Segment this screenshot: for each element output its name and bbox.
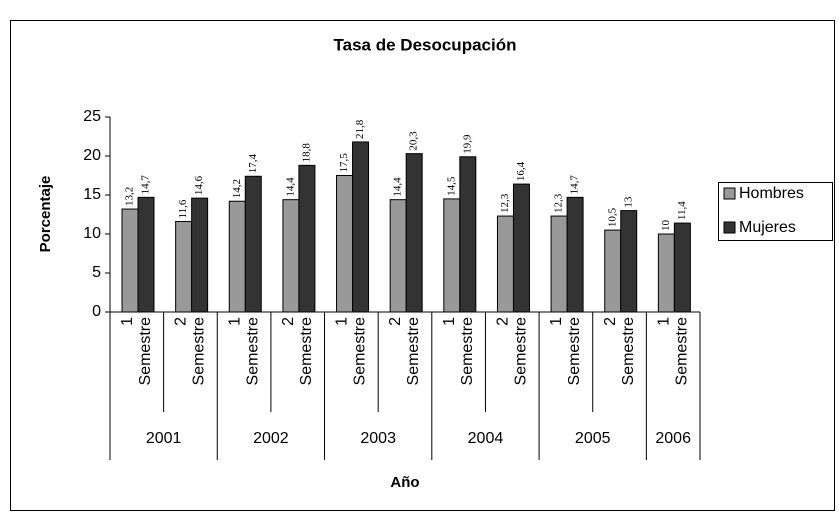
x-group-label: 2002	[253, 430, 289, 447]
value-label: 14,5	[445, 176, 457, 196]
x-tick-label: Semestre	[244, 317, 261, 386]
value-label: 11,6	[177, 199, 189, 218]
value-label: 16,4	[515, 161, 527, 181]
value-label: 10	[660, 220, 672, 232]
bar	[336, 175, 354, 313]
x-tick-label: 1	[334, 317, 351, 326]
x-tick-label: 1	[655, 317, 672, 326]
value-label: 10,5	[606, 207, 618, 227]
x-tick-label: 2	[387, 317, 404, 326]
value-label: 14,7	[569, 175, 581, 195]
chart-title: Tasa de Desocupación	[334, 35, 517, 54]
x-tick-label: Semestre	[405, 317, 422, 386]
legend-label: Mujeres	[739, 219, 796, 236]
bar	[352, 141, 370, 313]
bar	[459, 156, 477, 313]
x-tick-label: 2	[494, 317, 511, 326]
y-tick-label: 0	[92, 303, 101, 320]
value-label: 11,4	[676, 201, 688, 220]
x-tick-label: 1	[119, 317, 136, 326]
bar	[282, 199, 300, 313]
x-group-label: 2006	[655, 430, 691, 447]
x-tick-label: 1	[548, 317, 565, 326]
legend	[718, 182, 833, 241]
bar	[604, 229, 622, 313]
value-label: 21,8	[354, 119, 366, 139]
bar	[244, 175, 262, 313]
bar	[443, 198, 461, 313]
value-label: 14,6	[193, 175, 205, 195]
bar	[389, 199, 407, 313]
x-tick-label: Semestre	[298, 317, 315, 386]
bar	[550, 215, 568, 313]
x-tick-label: Semestre	[566, 317, 583, 386]
y-tick-label: 15	[83, 186, 101, 203]
bar	[512, 183, 530, 313]
y-axis-label: Porcentaje	[37, 176, 54, 253]
x-tick-label: 1	[441, 317, 458, 326]
bar	[191, 197, 209, 313]
value-label: 13	[622, 196, 634, 208]
x-tick-label: Semestre	[620, 317, 637, 386]
x-group-label: 2004	[468, 430, 504, 447]
bar	[620, 210, 638, 313]
value-label: 12,3	[499, 193, 511, 213]
x-tick-label: Semestre	[673, 317, 690, 386]
value-label: 17,5	[338, 153, 350, 173]
legend-swatch	[723, 221, 736, 234]
x-group-label: 2003	[360, 430, 396, 447]
x-tick-label: Semestre	[459, 317, 476, 386]
bar	[673, 222, 691, 313]
legend-label: Hombres	[739, 185, 804, 202]
x-tick-label: Semestre	[512, 317, 529, 386]
value-label: 17,4	[247, 154, 259, 174]
bar	[137, 196, 155, 313]
bar	[496, 215, 514, 313]
value-label: 13,2	[124, 187, 136, 206]
bar	[228, 200, 246, 313]
bar	[298, 164, 316, 313]
x-tick-label: Semestre	[137, 317, 154, 386]
value-label: 14,2	[231, 179, 243, 198]
x-tick-label: Semestre	[191, 317, 208, 386]
y-tick-label: 5	[92, 264, 101, 281]
bar	[121, 208, 139, 313]
value-label: 12,3	[553, 193, 565, 213]
x-tick-label: 2	[173, 317, 190, 326]
value-label: 18,8	[300, 143, 312, 163]
bar	[405, 153, 423, 313]
value-label: 14,4	[284, 177, 296, 197]
y-tick-label: 20	[83, 147, 101, 164]
bar	[175, 221, 193, 313]
x-tick-label: 1	[226, 317, 243, 326]
value-label: 19,9	[461, 134, 473, 154]
x-tick-label: Semestre	[352, 317, 369, 386]
bar	[657, 233, 675, 313]
x-tick-label: 2	[602, 317, 619, 326]
legend-swatch	[723, 187, 736, 200]
value-label: 14,4	[392, 177, 404, 197]
value-label: 14,7	[140, 175, 152, 195]
x-group-label: 2001	[146, 430, 182, 447]
x-tick-label: 2	[280, 317, 297, 326]
value-label: 20,3	[408, 131, 420, 151]
x-axis-label: Año	[390, 474, 419, 491]
x-group-label: 2005	[575, 430, 611, 447]
y-tick-label: 25	[83, 108, 101, 125]
bar	[566, 196, 584, 313]
y-tick-label: 10	[83, 225, 101, 242]
